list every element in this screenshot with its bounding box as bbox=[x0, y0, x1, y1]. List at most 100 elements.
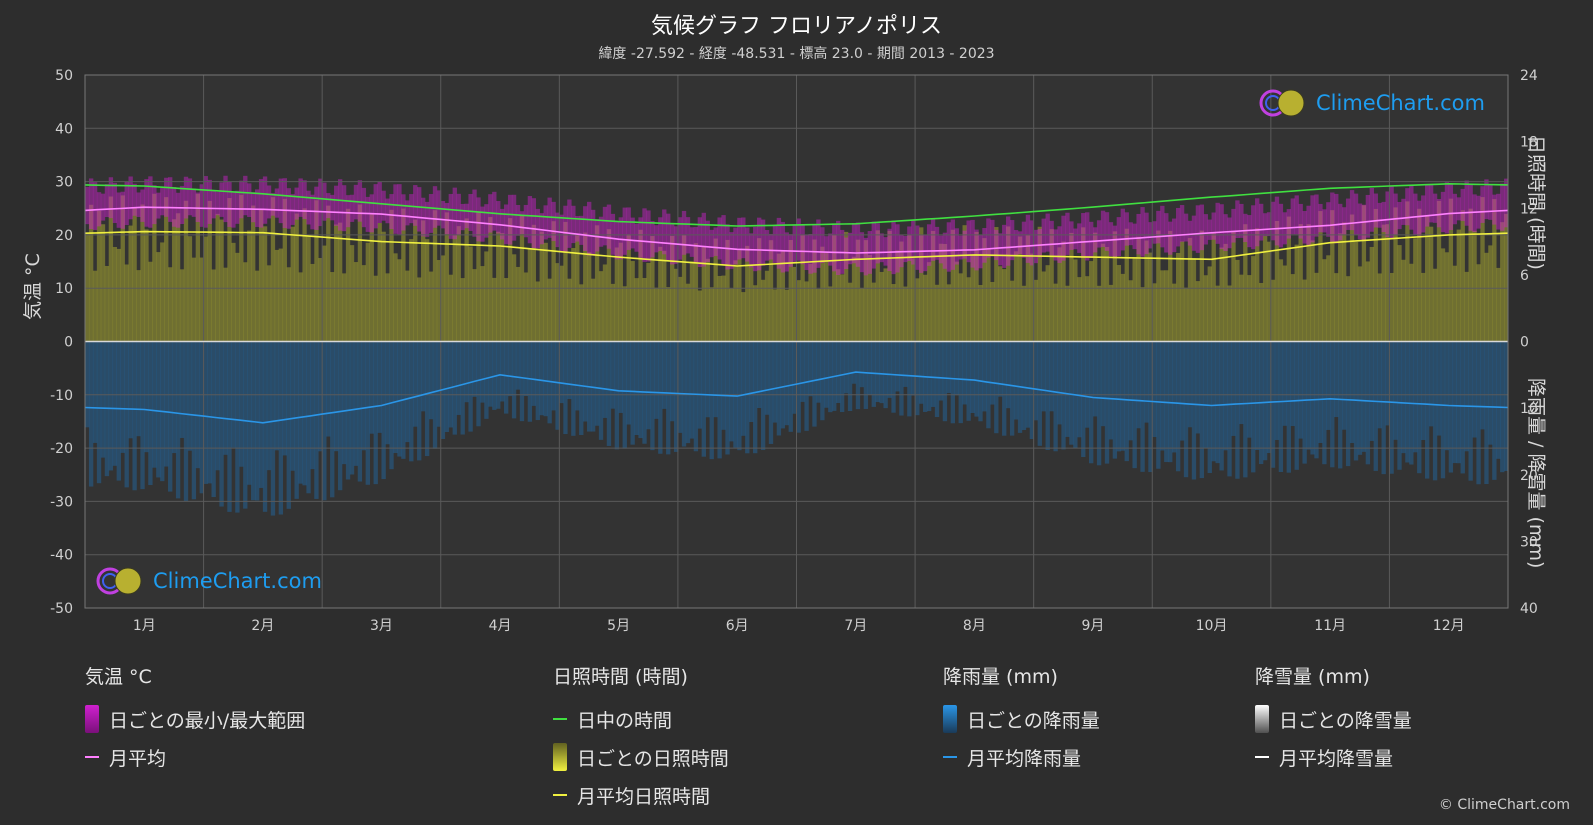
sunshine-strip bbox=[1045, 265, 1050, 342]
rain-strip bbox=[1266, 341, 1272, 454]
temp-range-strip bbox=[294, 187, 299, 220]
temp-range-strip bbox=[278, 178, 284, 224]
temp-range-strip bbox=[614, 221, 620, 260]
sunshine-strip bbox=[330, 272, 335, 342]
sunshine-strip bbox=[1029, 253, 1035, 342]
temp-range-strip bbox=[503, 204, 509, 245]
rain-strip bbox=[460, 341, 465, 435]
rain-strip bbox=[1310, 341, 1315, 455]
rain-strip bbox=[373, 341, 378, 485]
sunshine-strip bbox=[1199, 230, 1205, 342]
temp-range-strip bbox=[152, 185, 157, 225]
rain-strip bbox=[954, 341, 959, 396]
temp-range-strip bbox=[1334, 193, 1339, 244]
sunshine-strip bbox=[1033, 279, 1039, 342]
rain-strip bbox=[567, 341, 572, 400]
temp-range-strip bbox=[195, 192, 201, 222]
temp-range-strip bbox=[863, 237, 869, 276]
y-axis-right-rain-label: 降雨量 / 降雪量 (mm) bbox=[1525, 378, 1547, 569]
sunshine-strip bbox=[978, 285, 983, 342]
rain-strip bbox=[1077, 341, 1082, 438]
temp-range-strip bbox=[772, 225, 778, 263]
rain-strip bbox=[677, 341, 683, 433]
sunshine-strip bbox=[946, 284, 952, 342]
temp-range-strip bbox=[883, 237, 888, 266]
y-right-rain-tick-label: 20 bbox=[1520, 468, 1538, 484]
sunshine-strip bbox=[879, 271, 884, 342]
y-right-sun-tick-label: 18 bbox=[1520, 135, 1538, 151]
temp-range-strip bbox=[1081, 213, 1086, 259]
temp-range-strip bbox=[1187, 220, 1193, 246]
temp-range-strip bbox=[456, 193, 461, 236]
logo-text: ClimeChart.com bbox=[153, 569, 322, 593]
sunshine-strip bbox=[262, 226, 268, 342]
sunshine-strip bbox=[1148, 252, 1153, 342]
rain-strip bbox=[847, 341, 853, 412]
temp-range-strip bbox=[330, 194, 335, 221]
rain-strip bbox=[1124, 341, 1129, 462]
rain-strip bbox=[895, 341, 900, 392]
rain-strip bbox=[203, 341, 208, 484]
temp-range-strip bbox=[1203, 214, 1208, 245]
temp-range-strip bbox=[1255, 198, 1260, 247]
rain-strip bbox=[1148, 341, 1153, 473]
temp-range-strip bbox=[286, 188, 291, 229]
rain-strip bbox=[871, 341, 876, 407]
legend-temp-heading: 気温 °C bbox=[85, 666, 152, 688]
temp-range-strip bbox=[144, 179, 149, 227]
sunshine-strip bbox=[436, 260, 442, 342]
temp-range-strip bbox=[1377, 202, 1382, 228]
rain-strip bbox=[1128, 341, 1133, 441]
sunshine-strip bbox=[1266, 241, 1272, 342]
sunshine-strip bbox=[887, 230, 892, 342]
rain-strip bbox=[1025, 341, 1031, 428]
temp-range-strip bbox=[646, 210, 651, 262]
rain-strip bbox=[697, 341, 703, 429]
sunshine-strip bbox=[812, 239, 817, 342]
temp-range-strip bbox=[812, 224, 817, 273]
rain-strip bbox=[108, 341, 114, 471]
temp-range-strip bbox=[1432, 193, 1438, 223]
sunshine-strip bbox=[1069, 232, 1074, 342]
sunshine-strip bbox=[1436, 200, 1442, 342]
rain-strip bbox=[590, 341, 596, 432]
rain-strip bbox=[658, 341, 663, 454]
rain-strip bbox=[294, 341, 299, 499]
temp-range-strip bbox=[496, 201, 501, 234]
rain-strip bbox=[1195, 341, 1201, 434]
temp-range-strip bbox=[907, 226, 912, 261]
rain-strip bbox=[207, 341, 212, 484]
rain-strip bbox=[958, 341, 963, 424]
sunshine-strip bbox=[1243, 224, 1248, 342]
temp-range-strip bbox=[1013, 230, 1019, 256]
rain-strip bbox=[796, 341, 801, 433]
temp-range-strip bbox=[1002, 224, 1007, 268]
sunshine-strip bbox=[1314, 272, 1319, 342]
sunshine-strip bbox=[543, 242, 548, 342]
sunshine-strip bbox=[496, 231, 501, 342]
rain-strip bbox=[116, 341, 121, 481]
rain-strip bbox=[1393, 341, 1398, 440]
sunshine-strip bbox=[630, 261, 635, 342]
y-right-sun-tick-label: 24 bbox=[1520, 68, 1538, 84]
sunshine-strip bbox=[610, 283, 616, 342]
temp-range-strip bbox=[1061, 215, 1066, 261]
sunshine-strip bbox=[954, 261, 959, 342]
temp-range-strip bbox=[187, 178, 193, 216]
rain-strip bbox=[306, 341, 311, 494]
sunshine-strip bbox=[922, 274, 928, 342]
sunshine-strip bbox=[693, 243, 699, 342]
sunshine-strip bbox=[409, 239, 414, 342]
temp-range-strip bbox=[930, 219, 936, 261]
sunshine-strip bbox=[895, 250, 900, 342]
rain-strip bbox=[531, 341, 537, 406]
rain-strip bbox=[1089, 341, 1094, 464]
temp-range-strip bbox=[1243, 213, 1248, 243]
temp-range-strip bbox=[1120, 208, 1125, 251]
rain-strip bbox=[626, 341, 631, 425]
rain-strip bbox=[302, 341, 307, 486]
sunshine-strip bbox=[753, 285, 758, 342]
chart-title: 気候グラフ フロリアノポリス bbox=[650, 14, 942, 39]
rain-strip bbox=[1104, 341, 1110, 464]
sunshine-strip bbox=[1385, 224, 1390, 342]
